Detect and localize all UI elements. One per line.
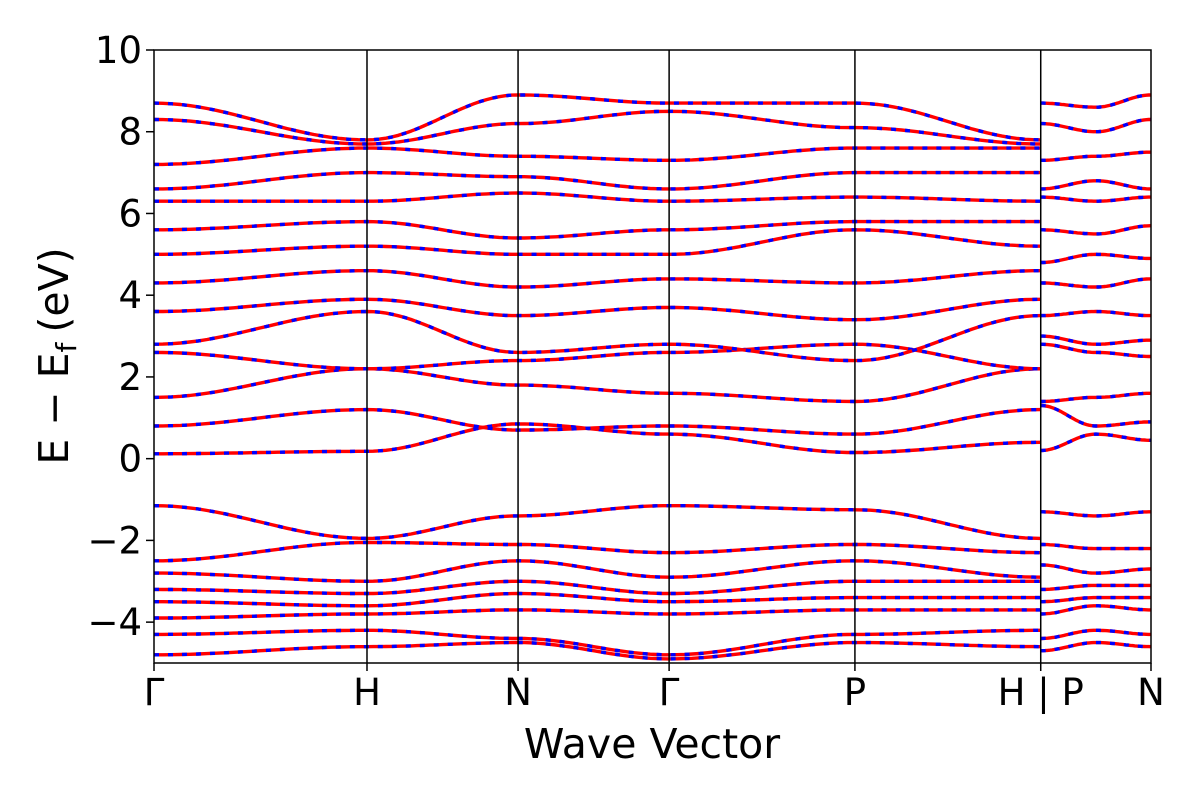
band-6-segment-1	[154, 591, 1041, 608]
band-14-segment-1	[154, 297, 1041, 322]
band-9-segment-1	[154, 640, 1041, 661]
y-axis: −4 −2 0 2 4 6 8 10	[87, 29, 154, 644]
band-7-segment-1	[154, 608, 1041, 620]
y-axis-title-sub: f	[50, 341, 83, 352]
band-9-segment-2-dashed	[1040, 640, 1152, 653]
x-axis-title: Wave Vector	[524, 720, 780, 768]
y-tick-label: 2	[118, 356, 142, 399]
band-12-segment-2-dashed	[1040, 342, 1151, 359]
band-16-segment-1	[154, 228, 1041, 256]
band-5-segment-1	[153, 579, 1041, 596]
band-4-segment-2-dashed	[1040, 563, 1151, 575]
band-8-segment-2-dashed	[1040, 628, 1151, 641]
y-tick-label: 4	[118, 274, 142, 317]
band-20-segment-1	[154, 146, 1041, 167]
band-13-segment-1	[153, 309, 1041, 363]
x-tick-label: H	[353, 671, 381, 714]
band-22-segment-1-dashed	[153, 93, 1041, 142]
y-tick-label: −4	[87, 601, 142, 644]
x-tick-label: Γ	[144, 671, 165, 714]
band-5-segment-2-dashed	[1040, 583, 1151, 592]
band-18-segment-2-dashed	[1040, 195, 1151, 203]
band-10-segment-1	[153, 407, 1041, 436]
band-2-segment-1-dashed	[153, 504, 1041, 541]
band-13-segment-2-dashed	[1040, 334, 1151, 346]
band-15-segment-2-dashed	[1040, 277, 1151, 289]
x-tick-label: N	[504, 671, 532, 714]
band-19-segment-1-dashed	[154, 170, 1041, 191]
kpoint-lines	[366, 50, 1042, 663]
x-tick-label: H | P	[998, 671, 1084, 714]
band-17-segment-1	[154, 219, 1041, 240]
band-12-segment-1	[153, 342, 1041, 371]
y-tick-label: 0	[118, 438, 142, 481]
y-axis-title: E − Ef (eV)	[30, 247, 83, 464]
y-tick-label: 8	[118, 111, 142, 154]
band-8-segment-1	[154, 628, 1041, 657]
band-18-segment-1-dashed	[154, 191, 1041, 203]
plot-frame	[153, 49, 1152, 664]
y-axis-title-unit: (eV)	[30, 247, 78, 332]
y-axis-title-main: E − E	[30, 352, 78, 464]
y-tick-label: −2	[87, 519, 142, 562]
band-11-segment-1-dashed	[153, 367, 1041, 404]
band-3-segment-2-dashed	[1040, 542, 1151, 551]
band-10-segment-2-dashed	[1040, 403, 1151, 428]
band-20-segment-2-dashed	[1040, 150, 1151, 162]
band-22-segment-2-dashed	[1040, 93, 1151, 109]
band-4-segment-1	[154, 559, 1041, 583]
band-21-segment-2-dashed	[1040, 117, 1151, 134]
band-6-segment-1-dashed	[154, 591, 1041, 608]
band-14-segment-2-dashed	[1040, 309, 1151, 318]
band-13-segment-1-dashed	[153, 309, 1041, 363]
band-11-segment-2-dashed	[1040, 391, 1151, 404]
band-19-segment-2-dashed	[1040, 179, 1151, 191]
band-6-segment-2-dashed	[1040, 595, 1151, 604]
y-tick-label: 6	[118, 192, 142, 235]
band-17-segment-2-dashed	[1040, 224, 1152, 236]
band-20-segment-1-dashed	[154, 146, 1041, 167]
band-18-segment-1	[154, 191, 1041, 203]
x-tick-label: Γ	[659, 671, 680, 714]
band-7-segment-1-dashed	[154, 608, 1041, 620]
band-3-segment-1	[154, 540, 1041, 563]
band-2-segment-1	[153, 504, 1041, 541]
band-11-segment-1	[153, 367, 1041, 404]
band-1-segment-2-dashed	[1040, 432, 1151, 453]
band-19-segment-1	[154, 170, 1041, 191]
band-21-segment-1	[153, 109, 1041, 146]
x-tick-label: N	[1137, 671, 1165, 714]
band-15-segment-1	[154, 269, 1041, 289]
band-7-segment-2-dashed	[1040, 604, 1151, 616]
y-tick-label: 10	[95, 29, 142, 72]
bands-layer	[153, 93, 1152, 661]
band-2-segment-2-dashed	[1040, 510, 1151, 518]
x-axis: Γ H N Γ P H | P N	[144, 663, 1165, 714]
band-16-segment-2-dashed	[1040, 252, 1151, 265]
x-tick-label: P	[844, 671, 866, 714]
